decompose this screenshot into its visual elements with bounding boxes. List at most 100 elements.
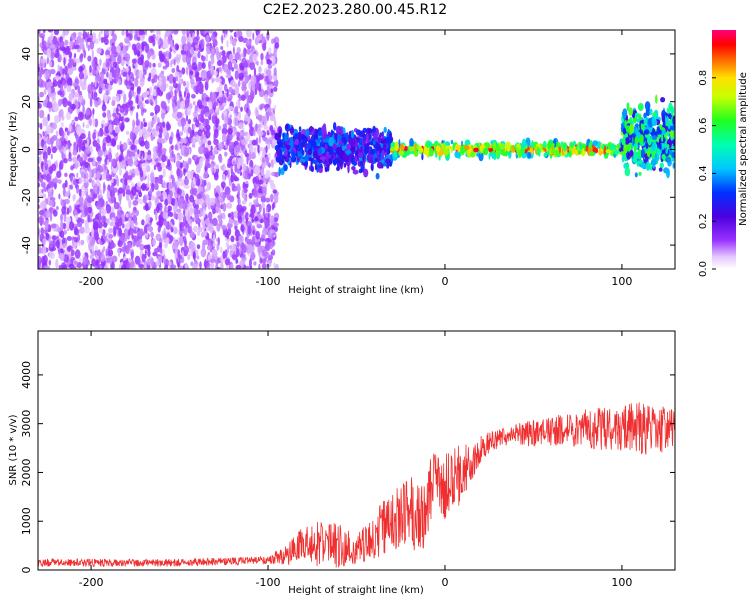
heatmap-cell bbox=[117, 248, 121, 258]
heatmap-cell bbox=[156, 162, 162, 167]
heatmap-cell bbox=[92, 96, 97, 101]
heatmap-cell bbox=[184, 90, 186, 99]
heatmap-cell bbox=[267, 106, 271, 112]
heatmap-cell bbox=[92, 168, 98, 174]
heatmap-cell bbox=[387, 128, 390, 136]
heatmap-cell bbox=[190, 242, 196, 252]
heatmap-cell bbox=[265, 207, 269, 213]
heatmap-cell bbox=[58, 109, 64, 117]
heatmap-cell bbox=[239, 207, 245, 213]
heatmap-cell bbox=[131, 186, 137, 196]
heatmap-cell bbox=[115, 117, 119, 126]
heatmap-cell bbox=[56, 235, 59, 241]
heatmap-cell bbox=[83, 69, 88, 78]
heatmap-cell bbox=[102, 142, 106, 152]
heatmap-cell bbox=[138, 131, 143, 139]
heatmap-cell bbox=[70, 32, 77, 41]
heatmap-cell bbox=[195, 119, 200, 128]
heatmap-cell bbox=[187, 225, 191, 234]
heatmap-cell bbox=[228, 141, 235, 150]
heatmap-cell bbox=[667, 120, 671, 130]
heatmap-cell bbox=[542, 140, 547, 148]
heatmap-cell bbox=[253, 184, 257, 193]
heatmap-cell bbox=[210, 229, 214, 234]
heatmap-cell bbox=[56, 206, 59, 211]
heatmap-cell bbox=[46, 56, 50, 64]
heatmap-cell bbox=[393, 150, 398, 158]
heatmap-cell bbox=[388, 135, 394, 144]
heatmap-cell bbox=[77, 185, 80, 193]
heatmap-cell bbox=[226, 132, 233, 142]
heatmap-cell bbox=[376, 161, 383, 169]
heatmap-cell bbox=[53, 181, 57, 190]
heatmap-cell bbox=[137, 149, 140, 155]
heatmap-cell bbox=[205, 130, 211, 139]
heatmap-cell bbox=[122, 68, 126, 73]
heatmap-cell bbox=[272, 74, 278, 81]
heatmap-cell bbox=[198, 140, 203, 146]
heatmap-cell bbox=[141, 43, 145, 51]
heatmap-cell bbox=[661, 129, 666, 135]
heatmap-cell bbox=[83, 161, 89, 169]
heatmap-cell bbox=[139, 231, 145, 236]
heatmap-cell bbox=[38, 150, 43, 155]
heatmap-cell bbox=[111, 100, 116, 107]
heatmap-cell bbox=[39, 71, 42, 78]
heatmap-cell bbox=[258, 66, 262, 74]
heatmap-cell bbox=[629, 116, 633, 124]
heatmap-cell bbox=[98, 228, 104, 234]
heatmap-cell bbox=[270, 215, 275, 225]
heatmap-cell bbox=[139, 101, 144, 110]
heatmap-cell bbox=[102, 68, 106, 74]
heatmap-cell bbox=[229, 53, 234, 62]
heatmap-cell bbox=[192, 36, 199, 46]
heatmap-cell bbox=[108, 233, 114, 239]
heatmap-cell bbox=[82, 178, 89, 183]
heatmap-cell bbox=[186, 66, 189, 76]
heatmap-cell bbox=[227, 128, 233, 135]
heatmap-cell bbox=[72, 60, 77, 68]
heatmap-cell bbox=[218, 208, 222, 217]
heatmap-cell bbox=[192, 101, 196, 106]
heatmap-cell bbox=[261, 263, 267, 269]
heatmap-cell bbox=[246, 220, 252, 228]
heatmap-cell bbox=[110, 194, 115, 203]
heatmap-cell bbox=[149, 99, 153, 104]
heatmap-cell bbox=[216, 60, 223, 67]
snr-x-ticks: -200 -100 0 100 bbox=[79, 331, 632, 589]
heatmap-cell bbox=[254, 81, 260, 90]
heatmap-cell bbox=[450, 145, 453, 154]
heatmap-cell bbox=[105, 61, 110, 68]
heatmap-cell bbox=[237, 30, 243, 37]
heatmap-cell bbox=[278, 166, 281, 177]
colorbar-gradient bbox=[712, 30, 736, 269]
heatmap-cell bbox=[265, 243, 271, 252]
heatmap-cell bbox=[62, 68, 65, 75]
heatmap-cell bbox=[38, 227, 41, 237]
heatmap-cell bbox=[273, 222, 279, 227]
heatmap-cell bbox=[156, 179, 162, 184]
heatmap-cell bbox=[38, 122, 41, 128]
heatmap-cell bbox=[242, 171, 246, 179]
heatmap-cell bbox=[650, 149, 654, 154]
heatmap-cell bbox=[44, 157, 48, 167]
heatmap-cell bbox=[58, 247, 61, 255]
spectrogram-y-tick-label: 0 bbox=[20, 146, 33, 153]
heatmap-cell bbox=[69, 40, 74, 46]
heatmap-cell bbox=[125, 244, 130, 255]
heatmap-cell bbox=[271, 61, 276, 67]
heatmap-cell bbox=[201, 62, 206, 69]
heatmap-cell bbox=[508, 150, 512, 159]
heatmap-cell bbox=[129, 106, 134, 111]
heatmap-cell bbox=[149, 172, 155, 180]
heatmap-cell bbox=[87, 55, 92, 62]
heatmap-cell bbox=[60, 213, 63, 222]
heatmap-cell bbox=[74, 214, 79, 221]
heatmap-cell bbox=[210, 55, 215, 65]
heatmap-cell bbox=[213, 101, 219, 107]
heatmap-cell bbox=[212, 242, 216, 248]
heatmap-cell bbox=[372, 140, 376, 145]
heatmap-cell bbox=[100, 30, 103, 35]
heatmap-cell bbox=[671, 151, 675, 159]
heatmap-cell bbox=[289, 162, 292, 168]
